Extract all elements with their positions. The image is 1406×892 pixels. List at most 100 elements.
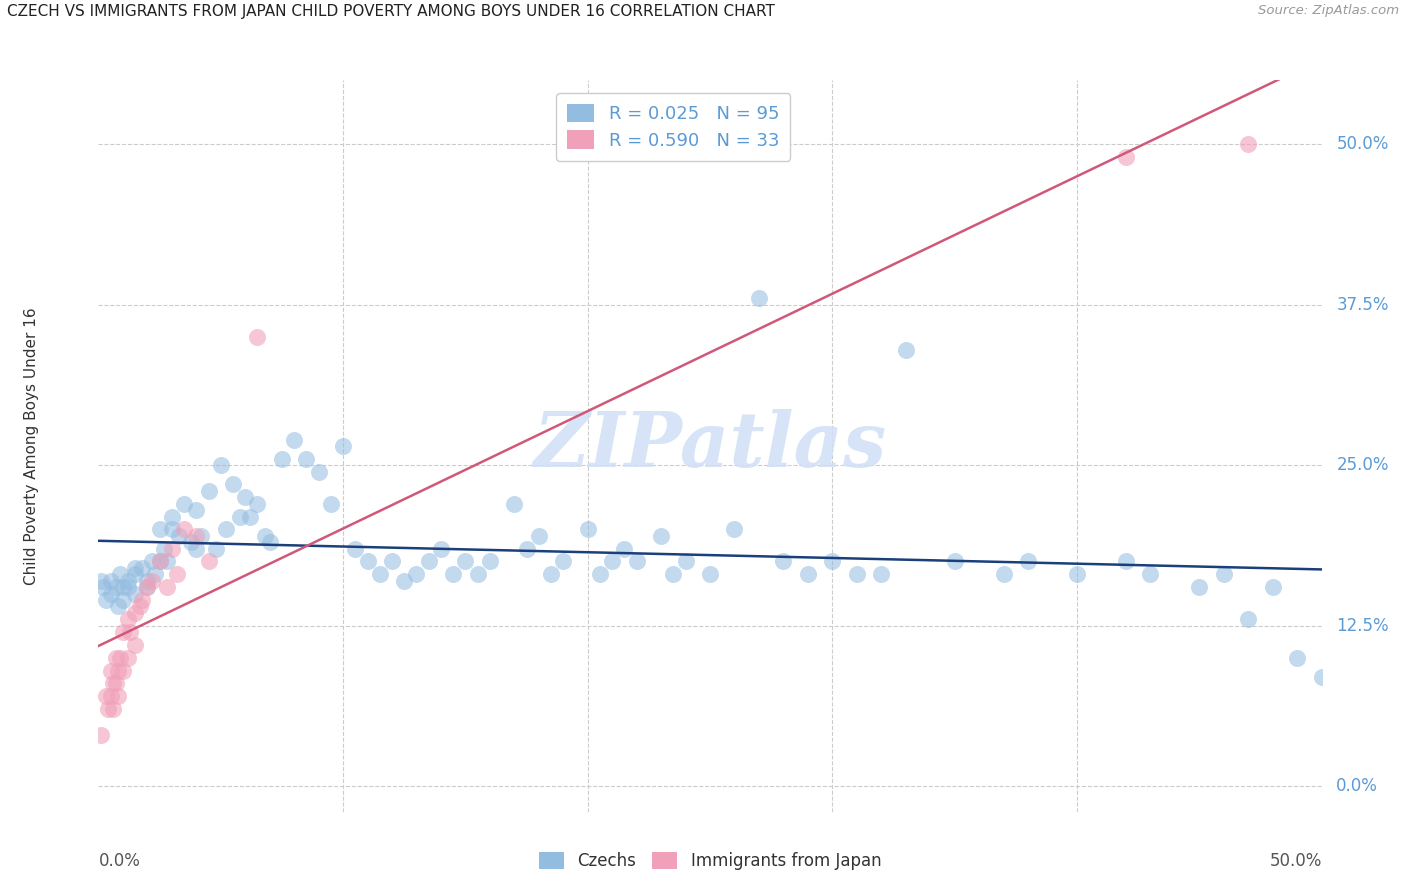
Czechs — [136, 574, 159, 588]
Immigrants from Japan — [104, 650, 127, 665]
Text: ZIPatlas: ZIPatlas — [533, 409, 887, 483]
Czechs — [1115, 554, 1137, 568]
Immigrants from Japan — [101, 702, 124, 716]
Immigrants from Japan — [136, 580, 159, 594]
Immigrants from Japan — [101, 676, 124, 690]
Czechs — [723, 523, 745, 537]
Czechs — [600, 554, 623, 568]
Czechs — [229, 509, 252, 524]
Immigrants from Japan — [246, 330, 269, 344]
Czechs — [381, 554, 404, 568]
Legend: Czechs, Immigrants from Japan: Czechs, Immigrants from Japan — [531, 845, 889, 877]
Czechs — [283, 433, 305, 447]
Czechs — [332, 439, 354, 453]
Czechs — [503, 497, 526, 511]
Czechs — [160, 509, 183, 524]
Czechs — [124, 567, 146, 582]
Text: Child Poverty Among Boys Under 16: Child Poverty Among Boys Under 16 — [24, 307, 38, 585]
Czechs — [368, 567, 391, 582]
Czechs — [515, 541, 537, 556]
Text: 12.5%: 12.5% — [1336, 616, 1389, 634]
Immigrants from Japan — [149, 554, 172, 568]
Czechs — [540, 567, 562, 582]
Czechs — [124, 586, 146, 600]
Czechs — [153, 541, 176, 556]
Czechs — [405, 567, 427, 582]
Czechs — [117, 574, 139, 588]
Czechs — [1286, 650, 1309, 665]
Immigrants from Japan — [117, 650, 139, 665]
Czechs — [190, 529, 212, 543]
Czechs — [418, 554, 440, 568]
Czechs — [993, 567, 1015, 582]
Immigrants from Japan — [107, 690, 129, 704]
Czechs — [1017, 554, 1039, 568]
Immigrants from Japan — [129, 599, 152, 614]
Czechs — [1237, 612, 1260, 626]
Czechs — [233, 491, 256, 505]
Immigrants from Japan — [90, 728, 112, 742]
Text: 50.0%: 50.0% — [1270, 852, 1322, 870]
Czechs — [180, 535, 202, 549]
Czechs — [441, 567, 464, 582]
Immigrants from Japan — [124, 606, 146, 620]
Czechs — [626, 554, 648, 568]
Czechs — [160, 523, 183, 537]
Text: 0.0%: 0.0% — [1336, 777, 1378, 795]
Text: 25.0%: 25.0% — [1336, 456, 1389, 475]
Immigrants from Japan — [197, 554, 219, 568]
Czechs — [94, 593, 117, 607]
Immigrants from Japan — [156, 580, 179, 594]
Immigrants from Japan — [141, 574, 163, 588]
Czechs — [1066, 567, 1088, 582]
Czechs — [104, 580, 127, 594]
Czechs — [308, 465, 330, 479]
Czechs — [392, 574, 416, 588]
Czechs — [100, 574, 122, 588]
Czechs — [1188, 580, 1211, 594]
Czechs — [576, 523, 599, 537]
Immigrants from Japan — [131, 593, 153, 607]
Czechs — [319, 497, 342, 511]
Czechs — [295, 451, 318, 466]
Czechs — [1212, 567, 1234, 582]
Czechs — [1139, 567, 1161, 582]
Czechs — [1310, 670, 1333, 684]
Czechs — [173, 497, 195, 511]
Czechs — [259, 535, 281, 549]
Immigrants from Japan — [124, 638, 146, 652]
Czechs — [239, 509, 262, 524]
Immigrants from Japan — [117, 612, 139, 626]
Czechs — [478, 554, 501, 568]
Immigrants from Japan — [160, 541, 183, 556]
Immigrants from Japan — [107, 664, 129, 678]
Czechs — [110, 567, 132, 582]
Immigrants from Japan — [186, 529, 208, 543]
Text: 37.5%: 37.5% — [1336, 296, 1389, 314]
Immigrants from Japan — [1237, 137, 1260, 152]
Czechs — [246, 497, 269, 511]
Czechs — [430, 541, 453, 556]
Czechs — [344, 541, 367, 556]
Czechs — [141, 554, 163, 568]
Czechs — [186, 541, 208, 556]
Czechs — [117, 580, 139, 594]
Czechs — [253, 529, 276, 543]
Immigrants from Japan — [166, 567, 188, 582]
Czechs — [186, 503, 208, 517]
Czechs — [107, 599, 129, 614]
Czechs — [197, 483, 219, 498]
Czechs — [454, 554, 477, 568]
Czechs — [136, 580, 159, 594]
Immigrants from Japan — [173, 523, 195, 537]
Immigrants from Japan — [120, 625, 142, 640]
Immigrants from Japan — [111, 664, 134, 678]
Text: Source: ZipAtlas.com: Source: ZipAtlas.com — [1258, 4, 1399, 18]
Czechs — [467, 567, 489, 582]
Czechs — [772, 554, 794, 568]
Czechs — [131, 561, 153, 575]
Czechs — [613, 541, 636, 556]
Czechs — [209, 458, 232, 473]
Czechs — [222, 477, 245, 491]
Text: 50.0%: 50.0% — [1336, 136, 1389, 153]
